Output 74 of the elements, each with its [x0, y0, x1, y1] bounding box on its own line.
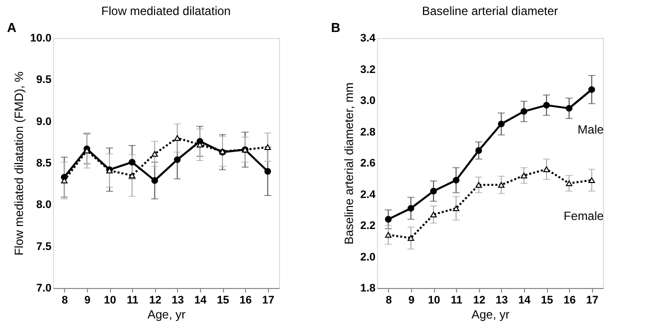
x-tick-label: 17	[262, 294, 274, 306]
x-tick-label: 12	[149, 294, 162, 306]
x-tick-label: 10	[104, 294, 116, 306]
point	[264, 168, 272, 175]
point	[498, 120, 505, 128]
point	[174, 135, 181, 141]
point	[566, 180, 572, 186]
x-tick-label: 10	[428, 294, 440, 306]
text: A	[7, 20, 17, 35]
point	[408, 204, 414, 212]
point	[128, 172, 136, 178]
y-axis-title: Baseline arterial diameter, mm	[342, 82, 356, 245]
series-label: Male	[578, 122, 604, 137]
y-tick-label: 1.8	[360, 282, 376, 294]
point	[588, 177, 595, 184]
point	[408, 235, 414, 241]
point	[543, 166, 550, 172]
y-tick-label: 8.5	[36, 158, 52, 170]
point	[475, 147, 482, 154]
point	[452, 205, 460, 212]
point	[385, 232, 392, 238]
x-tick-label: 11	[450, 294, 462, 306]
y-tick-label: 8.0	[36, 199, 52, 212]
point	[430, 188, 437, 194]
x-tick-label: 17	[586, 294, 598, 306]
y-tick-label: 2.6	[360, 158, 376, 170]
x-tick-label: 15	[540, 294, 554, 306]
x-tick-label: 9	[84, 294, 90, 306]
x-tick-label: 14	[518, 294, 532, 306]
point	[128, 158, 136, 166]
y-tick-label: 9.0	[36, 116, 52, 128]
point	[498, 182, 505, 188]
point	[588, 86, 596, 93]
y-tick-label: 10.0	[30, 32, 52, 44]
text: B	[331, 20, 340, 35]
point	[566, 104, 572, 112]
x-tick-label: 9	[408, 294, 414, 306]
x-tick-label: 16	[563, 294, 576, 306]
x-tick-label: 11	[126, 294, 138, 306]
x-tick-label: 12	[473, 294, 486, 306]
x-tick-label: 14	[194, 294, 208, 306]
y-tick-label: 7.5	[36, 240, 52, 253]
y-axis-title: Flow mediated dilatation (FMD), %	[12, 71, 26, 256]
point	[264, 144, 271, 150]
x-tick-label: 8	[386, 294, 392, 306]
point	[475, 182, 482, 188]
y-tick-label: 9.5	[36, 74, 52, 86]
point	[520, 172, 528, 178]
y-tick-label: 3.0	[360, 95, 376, 107]
chart-title: Baseline arterial diameter	[422, 4, 558, 18]
point	[151, 150, 158, 157]
y-tick-label: 3.2	[360, 64, 376, 76]
y-tick-label: 2.2	[360, 220, 376, 232]
y-tick-label: 3.4	[360, 32, 376, 44]
x-axis-title: Age, yr	[147, 308, 186, 322]
point	[384, 216, 392, 223]
x-tick-label: 8	[62, 294, 68, 306]
y-tick-label: 2.8	[360, 126, 376, 138]
point	[543, 102, 550, 109]
y-tick-label: 2.4	[360, 188, 376, 201]
point	[520, 108, 528, 115]
point	[151, 177, 158, 184]
y-tick-label: 7.0	[36, 282, 52, 294]
point	[452, 176, 460, 184]
x-axis-title: Age, yr	[471, 308, 510, 322]
x-tick-label: 13	[172, 294, 184, 306]
x-tick-label: 13	[496, 294, 508, 306]
point	[174, 156, 181, 164]
point	[430, 212, 437, 218]
series-label: Female	[564, 209, 604, 224]
y-tick-label: 2.0	[360, 251, 376, 264]
chart-title: Flow mediated dilatation	[101, 4, 231, 18]
x-tick-label: 15	[216, 294, 230, 306]
x-tick-label: 16	[239, 294, 252, 306]
